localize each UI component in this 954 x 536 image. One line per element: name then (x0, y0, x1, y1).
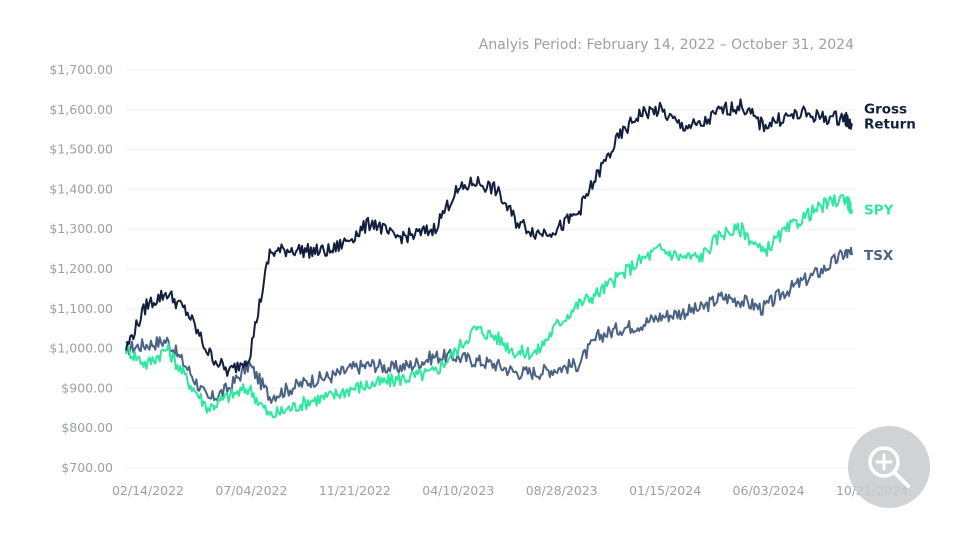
y-tick-label: $700.00 (61, 460, 113, 475)
x-axis: 02/14/2022 07/04/2022 11/21/2022 04/10/2023… (112, 483, 908, 498)
y-tick-label: $1,300.00 (49, 221, 113, 236)
y-tick-label: $800.00 (61, 420, 113, 435)
y-axis: $700.00 $800.00 $900.00 $1,000.00 $1,100.00 $… (49, 62, 113, 475)
y-tick-label: $1,200.00 (49, 261, 113, 276)
y-tick-label: $900.00 (61, 380, 113, 395)
y-tick-label: $1,600.00 (49, 102, 113, 117)
x-tick-label: 01/15/2024 (629, 483, 701, 498)
y-tick-label: $1,400.00 (49, 181, 113, 196)
y-tick-label: $1,700.00 (49, 62, 113, 77)
series-line-spy (125, 194, 853, 419)
series-label-spy: SPY (864, 202, 894, 218)
y-tick-label: $1,500.00 (49, 142, 113, 157)
series-lines (125, 98, 853, 419)
series-label-tsx: TSX (864, 248, 894, 264)
y-tick-label: $1,100.00 (49, 301, 113, 316)
zoom-button[interactable] (848, 426, 930, 508)
zoom-in-icon (868, 446, 910, 488)
series-label-gross-return: Gross Return (864, 102, 916, 133)
series-labels: Gross Return SPY TSX (864, 102, 916, 264)
series-line-tsx (125, 246, 853, 404)
chart-subtitle: Analyis Period: February 14, 2022 – Octo… (478, 37, 854, 53)
x-tick-label: 07/04/2022 (215, 483, 287, 498)
series-line-gross-return (125, 98, 853, 377)
x-tick-label: 08/28/2023 (526, 483, 598, 498)
x-tick-label: 11/21/2022 (319, 483, 391, 498)
y-tick-label: $1,000.00 (49, 341, 113, 356)
x-tick-label: 04/10/2023 (422, 483, 494, 498)
x-tick-label: 02/14/2022 (112, 483, 184, 498)
grid-lines (126, 69, 856, 469)
x-tick-label: 06/03/2024 (733, 483, 805, 498)
